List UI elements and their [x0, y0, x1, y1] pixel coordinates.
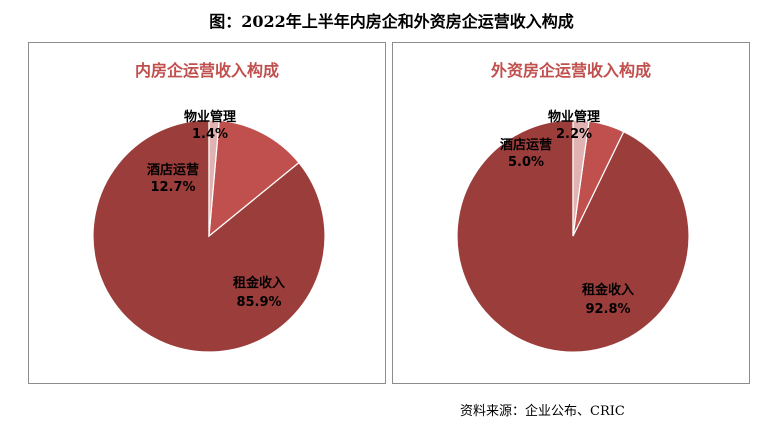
chart-panel-foreign: 外资房企运营收入构成 租金收入 92.8% 酒店运营 5.0% 物业管理 2.2% — [392, 42, 750, 384]
slice-value-domestic-rent: 85.9% — [236, 295, 281, 310]
slice-label-domestic-hotel: 酒店运营 — [147, 162, 199, 178]
slice-value-foreign-rent: 92.8% — [585, 302, 630, 317]
slice-label-foreign-property: 物业管理 — [548, 109, 600, 125]
pie-chart-foreign: 租金收入 92.8% 酒店运营 5.0% 物业管理 2.2% — [456, 109, 690, 353]
slice-label-foreign-rent: 租金收入 — [582, 282, 634, 298]
slice-value-foreign-property: 2.2% — [556, 127, 592, 142]
slice-label-domestic-property: 物业管理 — [184, 109, 236, 125]
slice-value-foreign-hotel: 5.0% — [508, 155, 544, 170]
pie-slice-domestic-hotel — [208, 119, 300, 238]
pie-slice-domestic-property — [208, 119, 220, 237]
slice-value-domestic-property: 1.4% — [192, 127, 228, 142]
pie-chart-domestic: 租金收入 85.9% 酒店运营 12.7% 物业管理 1.4% — [92, 109, 326, 353]
main-title: 图：2022年上半年内房企和外资房企运营收入构成 — [209, 12, 574, 31]
slice-value-domestic-hotel: 12.7% — [150, 180, 195, 195]
chart-panel-domestic: 内房企运营收入构成 租金收入 85.9% 酒店运营 12.7% 物业管理 1.4% — [28, 42, 386, 384]
chart-title-foreign: 外资房企运营收入构成 — [490, 61, 651, 80]
source-note: 资料来源：企业公布、CRIC — [460, 404, 625, 419]
pie-slice-foreign-property — [572, 119, 590, 237]
chart-title-domestic: 内房企运营收入构成 — [134, 61, 279, 80]
slice-label-domestic-rent: 租金收入 — [233, 275, 285, 291]
slice-label-foreign-hotel: 酒店运营 — [500, 137, 552, 153]
